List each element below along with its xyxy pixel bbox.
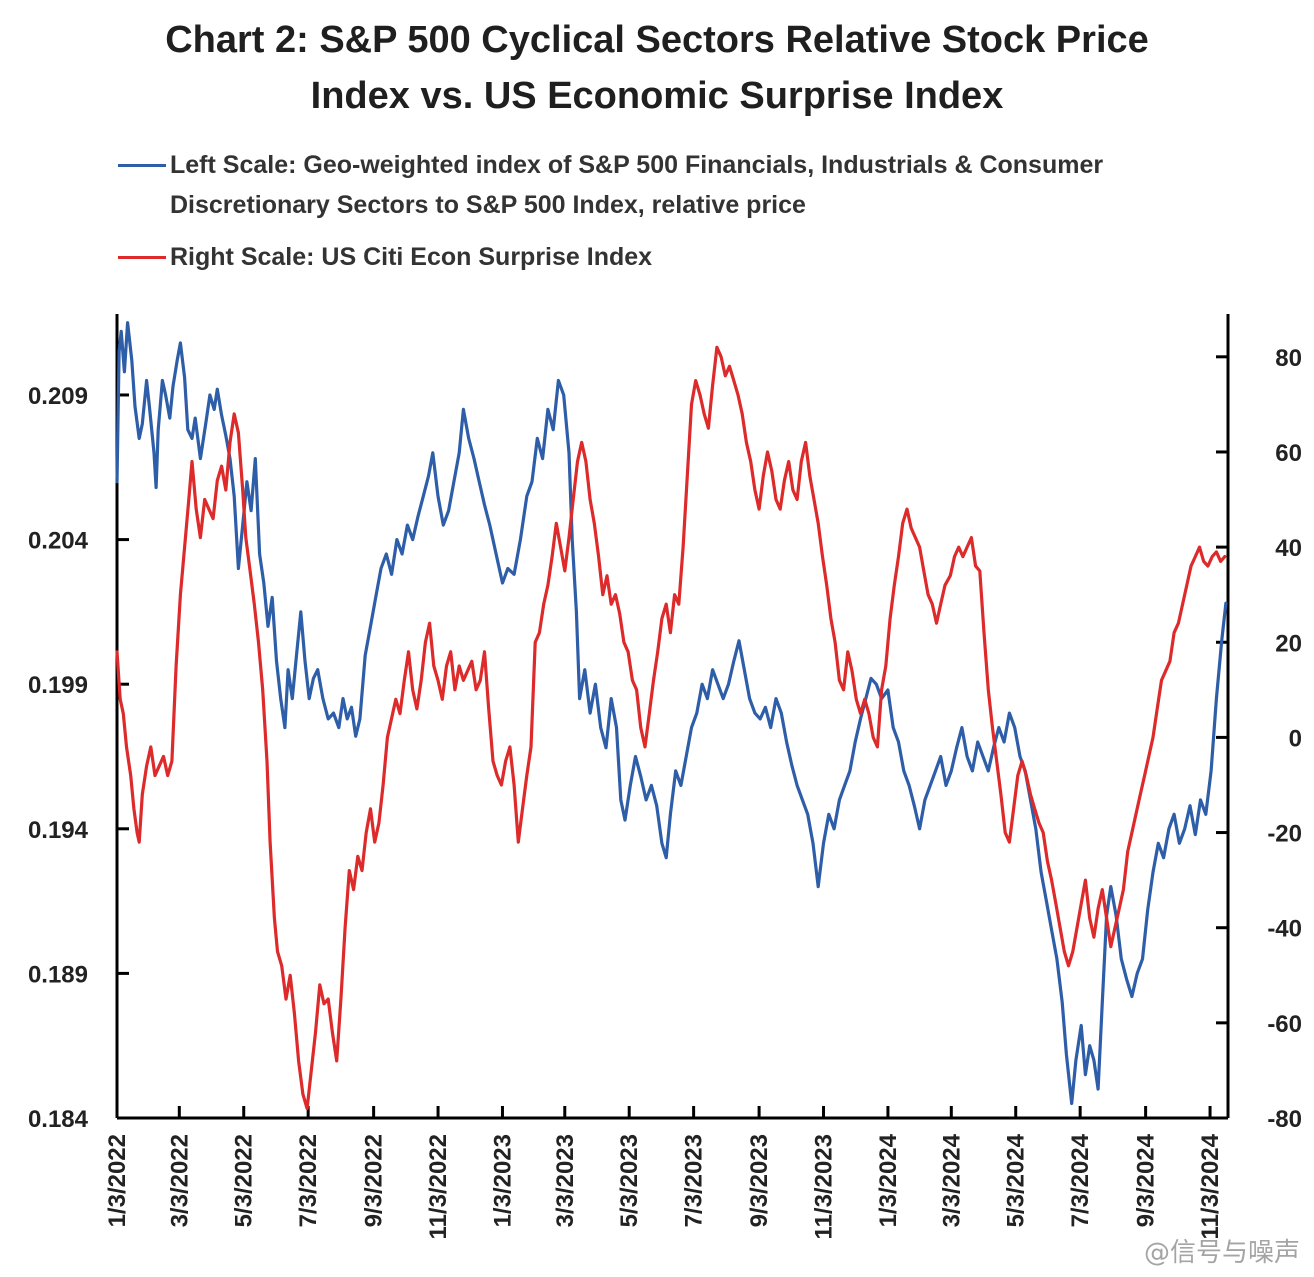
chart-title-line-1: Chart 2: S&P 500 Cyclical Sectors Relati… [165, 19, 1149, 61]
right-tick-label: 60 [1275, 440, 1302, 467]
x-tick-label: 3/3/2024 [938, 1133, 965, 1227]
x-tick-label: 9/3/2023 [746, 1134, 773, 1227]
x-tick-label: 11/3/2023 [811, 1134, 838, 1239]
right-tick-label: -20 [1267, 821, 1302, 848]
chart-title: Chart 2: S&P 500 Cyclical Sectors Relati… [0, 12, 1314, 124]
x-tick-label: 7/3/2024 [1067, 1133, 1094, 1227]
left-tick-label: 0.209 [28, 383, 88, 410]
right-tick-label: -80 [1267, 1106, 1302, 1133]
right-tick-label: 40 [1275, 535, 1302, 562]
x-tick-label: 1/3/2024 [875, 1133, 902, 1227]
watermark-text: @信号与噪声 [1143, 1238, 1300, 1268]
legend: Left Scale: Geo-weighted index of S&P 50… [118, 145, 1238, 277]
legend-item-right-scale: Right Scale: US Citi Econ Surprise Index [118, 237, 1238, 277]
left-tick-label: 0.189 [28, 961, 88, 988]
x-tick-label: 1/3/2022 [104, 1134, 131, 1227]
x-tick-label: 11/3/2022 [425, 1134, 452, 1239]
x-tick-label: 7/3/2022 [295, 1134, 322, 1227]
series-line-cyclical-relative-price [115, 321, 1228, 1106]
x-tick-label: 9/3/2024 [1133, 1133, 1160, 1227]
x-tick-label: 5/3/2024 [1003, 1133, 1030, 1227]
right-tick-label: 0 [1289, 725, 1302, 752]
right-tick-label: -40 [1267, 916, 1302, 943]
series-layer [115, 321, 1228, 1111]
x-tick-label: 3/3/2022 [166, 1134, 193, 1227]
x-tick-label: 9/3/2022 [361, 1134, 388, 1227]
series-line-citi-surprise-index [115, 345, 1227, 1111]
right-tick-label: -60 [1267, 1011, 1302, 1038]
x-tick-label: 1/3/2023 [489, 1134, 516, 1227]
left-tick-label: 0.204 [28, 528, 89, 555]
legend-swatch-red [118, 256, 166, 259]
legend-label-left-scale: Left Scale: Geo-weighted index of S&P 50… [170, 151, 1104, 219]
left-tick-label: 0.184 [28, 1106, 89, 1133]
left-tick-label: 0.194 [28, 817, 89, 844]
chart-title-line-2: Index vs. US Economic Surprise Index [310, 75, 1004, 117]
chart-axes: 0.184 0.189 0.194 0.199 0.204 0.209 -80 -60 -40 -… [28, 314, 1302, 1239]
x-tick-label: 5/3/2022 [231, 1134, 258, 1227]
right-tick-label: 80 [1275, 345, 1302, 372]
x-tick-label: 5/3/2023 [616, 1134, 643, 1227]
x-tick-label: 3/3/2023 [552, 1134, 579, 1227]
x-tick-label: 7/3/2023 [681, 1134, 708, 1227]
left-tick-label: 0.199 [28, 672, 88, 699]
legend-label-right-scale: Right Scale: US Citi Econ Surprise Index [170, 243, 653, 271]
legend-swatch-blue [118, 164, 166, 167]
right-tick-label: 20 [1275, 630, 1302, 657]
x-tick-label: 11/3/2024 [1197, 1133, 1224, 1239]
legend-item-left-scale: Left Scale: Geo-weighted index of S&P 50… [118, 145, 1238, 225]
